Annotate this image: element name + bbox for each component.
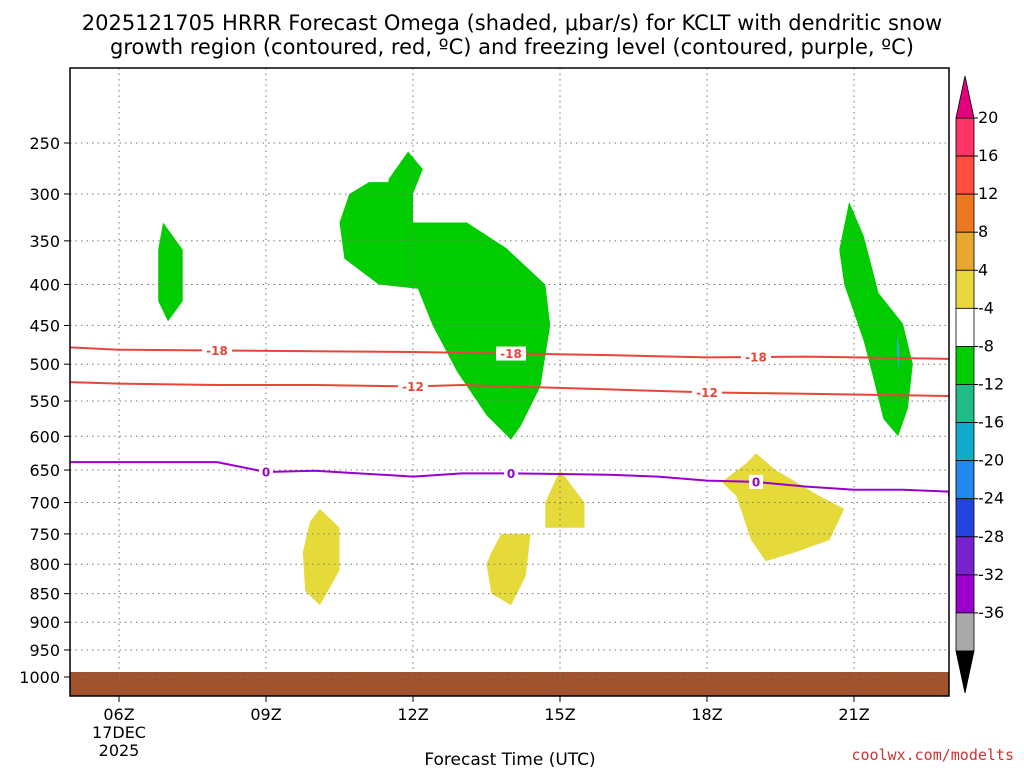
omega-region-1 — [158, 222, 183, 322]
chart-title-line1: 2025121705 HRRR Forecast Omega (shaded, … — [82, 11, 942, 35]
y-tick-label-800: 800 — [29, 555, 60, 574]
ground-fill — [70, 672, 949, 696]
contour-label-bg — [504, 466, 518, 481]
contour-label-bg — [202, 343, 232, 358]
colorbar-segment-12 — [955, 536, 975, 576]
colorbar-label-6: -4 — [978, 298, 994, 317]
y-tick-label-250: 250 — [29, 134, 60, 153]
colorbar-segment-8 — [955, 384, 975, 423]
colorbar-segment-14 — [955, 612, 975, 652]
colorbar: 20 16 12 8 4 -4 -8 -12 -16 -20 -24 -28 -32 -36 — [955, 75, 1004, 694]
x-axis-label: Forecast Time (UTC) — [424, 750, 595, 768]
contour-line-3 — [70, 461, 949, 497]
contour-label-2-2: -12 — [696, 386, 718, 400]
x-tick-label-06Z: 06Z — [103, 705, 134, 724]
y-tick-label-950: 950 — [29, 641, 60, 660]
y-tick-label-550: 550 — [29, 392, 60, 411]
colorbar-label-2: 16 — [978, 146, 998, 165]
y-tick-label-1000: 1000 — [19, 668, 60, 687]
x-tick-label-15Z: 15Z — [544, 705, 575, 724]
contour-label-bg — [398, 379, 428, 394]
colorbar-label-11: -24 — [978, 489, 1004, 508]
colorbar-label-13: -32 — [978, 565, 1004, 584]
colorbar-segment-10 — [955, 460, 975, 500]
colorbar-label-3: 12 — [978, 184, 998, 203]
y-tick-label-600: 600 — [29, 427, 60, 446]
colorbar-label-10: -20 — [978, 451, 1004, 470]
credit-text: coolwx.com/modelts — [851, 746, 1014, 764]
colorbar-bottom-arrow — [955, 650, 975, 694]
omega-region-7 — [545, 470, 585, 528]
contour-label-bg — [741, 349, 771, 364]
colorbar-segment-6 — [955, 307, 975, 347]
y-axis: 250 300 350 400 450 500 550 600 650 700 750 800 850 9… — [19, 134, 70, 687]
y-tick-label-450: 450 — [29, 316, 60, 335]
contour-label-1-2: -18 — [500, 347, 522, 361]
colorbar-label-9: -16 — [978, 413, 1004, 432]
x-tick-label-12Z: 12Z — [397, 705, 428, 724]
x-tick-label-09Z: 09Z — [250, 705, 281, 724]
y-tick-label-850: 850 — [29, 585, 60, 604]
chart-title-line2: growth region (contoured, red, ºC) and f… — [110, 35, 914, 59]
omega-region-6 — [486, 533, 531, 606]
y-tick-label-700: 700 — [29, 494, 60, 513]
y-tick-label-400: 400 — [29, 275, 60, 294]
omega-region-2 — [339, 151, 551, 440]
contour-label-bg — [749, 474, 763, 489]
contour-label-bg — [692, 385, 722, 400]
colorbar-segment-3 — [955, 193, 975, 233]
colorbar-segment-4 — [955, 231, 975, 271]
x-tick-label-21Z: 21Z — [838, 705, 869, 724]
y-tick-label-350: 350 — [29, 232, 60, 251]
colorbar-segment-5 — [955, 269, 975, 309]
omega-region-3 — [839, 201, 913, 437]
colorbar-label-4: 8 — [978, 222, 988, 241]
y-tick-label-300: 300 — [29, 185, 60, 204]
plot-inner: -18 -18 -18 -12 -12 0 0 0 — [70, 68, 949, 696]
colorbar-label-12: -28 — [978, 527, 1004, 546]
y-tick-label-500: 500 — [29, 355, 60, 374]
colorbar-segment-7 — [955, 346, 975, 385]
plot-frame — [69, 67, 950, 697]
colorbar-segment-11 — [955, 498, 975, 538]
colorbar-label-1: 20 — [978, 108, 998, 127]
y-tick-label-750: 750 — [29, 525, 60, 544]
colorbar-segment-1 — [955, 117, 975, 157]
contour-label-3-1: 0 — [262, 466, 270, 480]
colorbar-label-14: -36 — [978, 603, 1004, 622]
contour-label-3-2: 0 — [507, 467, 515, 481]
contour-label-1-1: -18 — [206, 344, 228, 358]
contour-label-3-3: 0 — [752, 475, 760, 489]
x-tick-label-18Z: 18Z — [691, 705, 722, 724]
contour-line-2 — [70, 381, 949, 397]
colorbar-top-arrow — [955, 75, 975, 119]
colorbar-segment-2 — [955, 155, 975, 195]
x-tick-date: 17DEC — [92, 723, 146, 742]
contour-label-1-3: -18 — [745, 350, 767, 364]
plot-area: -18 -18 -18 -12 -12 0 0 0 — [69, 67, 950, 697]
contour-label-bg — [259, 465, 273, 480]
omega-region-4 — [896, 333, 900, 372]
colorbar-segment-9 — [955, 422, 975, 462]
omega-region-5 — [302, 508, 340, 606]
contour-label-2-1: -12 — [402, 380, 424, 394]
colorbar-segment-13 — [955, 574, 975, 614]
colorbar-label-5: 4 — [978, 260, 988, 279]
contour-label-bg — [496, 346, 526, 361]
x-tick-year: 2025 — [99, 741, 140, 760]
colorbar-label-8: -12 — [978, 375, 1004, 394]
y-tick-label-650: 650 — [29, 461, 60, 480]
colorbar-label-7: -8 — [978, 336, 994, 355]
y-tick-label-900: 900 — [29, 613, 60, 632]
